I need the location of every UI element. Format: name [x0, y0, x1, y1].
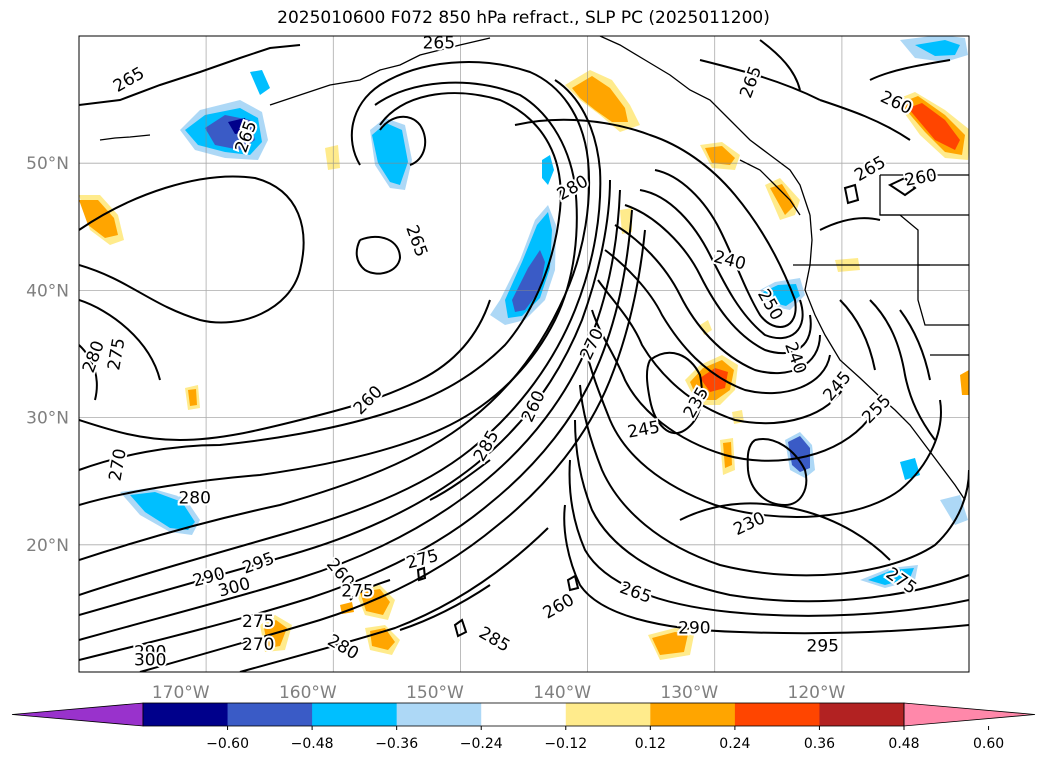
colorbar-bin — [312, 703, 398, 726]
latitude-label: 20°N — [26, 536, 69, 556]
colorbar-bin — [734, 703, 820, 726]
contour-label: 275 — [341, 582, 373, 602]
longitude-label: 140°W — [533, 683, 591, 703]
colorbar-tick-label: 0.36 — [804, 736, 835, 752]
latitude-label: 40°N — [26, 281, 69, 301]
colorbar-tick-label: −0.36 — [375, 736, 418, 752]
colorbar-outline — [142, 702, 905, 727]
colorbar-bin — [143, 703, 229, 726]
longitude-label: 130°W — [660, 683, 718, 703]
colorbar-tick-label: −0.12 — [544, 736, 587, 752]
gridlines — [79, 36, 969, 672]
colorbar-tick-label: −0.48 — [291, 736, 334, 752]
colorbar-tick-label: −0.24 — [460, 736, 503, 752]
contour-lines — [79, 39, 969, 672]
colorbar-extend-low — [11, 702, 144, 727]
colorbar-tick-label: 0.60 — [973, 736, 1004, 752]
longitude-label: 120°W — [788, 683, 846, 703]
contour-label: 290 — [678, 618, 710, 638]
latitude-label: 30°N — [26, 409, 69, 429]
contour-label: 275 — [242, 612, 274, 632]
colorbar-bin — [481, 703, 567, 726]
contour-label: 295 — [807, 636, 839, 656]
contour-label: 270 — [242, 635, 274, 655]
colorbar: −0.60 −0.48 −0.36 −0.24 −0.12 0.12 0.24 0.36 0.4… — [11, 702, 1036, 752]
colorbar-bin — [819, 703, 905, 726]
colorbar-bin — [227, 703, 313, 726]
longitude-labels: 170°W 160°W 150°W 140°W 130°W 120°W — [152, 683, 846, 703]
latitude-labels: 50°N 40°N 30°N 20°N — [26, 154, 69, 556]
colorbar-tick-label: 0.12 — [635, 736, 666, 752]
colorbar-bin — [396, 703, 482, 726]
latitude-label: 50°N — [26, 154, 69, 174]
longitude-label: 160°W — [279, 683, 337, 703]
contour-label: 300 — [134, 650, 166, 670]
colorbar-tick-label: 0.24 — [719, 736, 750, 752]
anomaly-shading — [79, 36, 969, 660]
colorbar-bin — [565, 703, 651, 726]
contour-label: 280 — [178, 489, 210, 509]
contour-label: 265 — [423, 33, 455, 53]
colorbar-extend-high — [903, 702, 1036, 727]
longitude-label: 150°W — [406, 683, 464, 703]
contour-label: 290 — [134, 643, 166, 663]
colorbar-tick-label: −0.60 — [206, 736, 249, 752]
colorbar-bin — [650, 703, 736, 726]
coastlines — [99, 36, 969, 501]
map-title: 2025010600 F072 850 hPa refract., SLP PC… — [277, 8, 770, 28]
plot-frame — [78, 35, 970, 673]
longitude-label: 170°W — [152, 683, 210, 703]
colorbar-tick-label: 0.48 — [888, 736, 919, 752]
